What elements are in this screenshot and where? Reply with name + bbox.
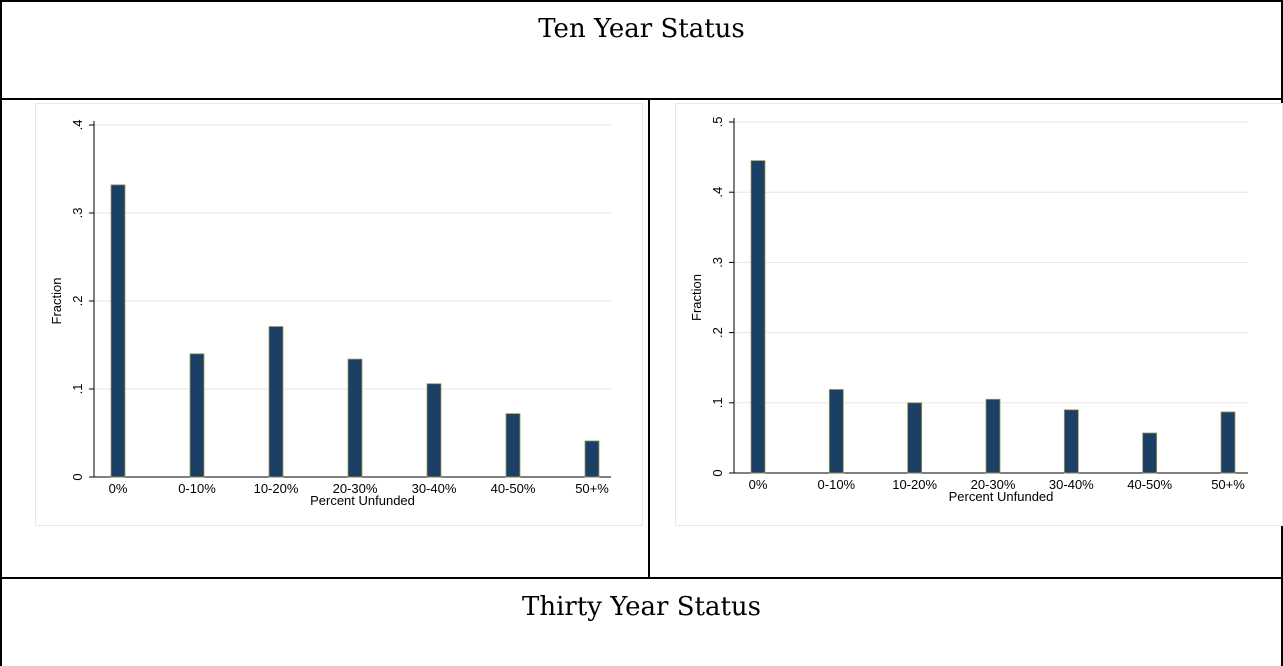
chart-frame — [675, 103, 1283, 526]
x-tick-label: 20-30% — [333, 481, 378, 496]
x-tick-label: 10-20% — [892, 477, 937, 492]
bar — [347, 358, 363, 478]
bar — [985, 398, 1001, 474]
y-tick-label: .1 — [70, 384, 85, 395]
bar — [750, 160, 766, 474]
x-axis-title: Percent Unfunded — [949, 489, 1054, 504]
x-tick-label: 10-20% — [254, 481, 299, 496]
x-tick-label: 30-40% — [412, 481, 457, 496]
x-tick-label: 30-40% — [1049, 477, 1094, 492]
y-tick-label: .2 — [70, 296, 85, 307]
y-tick-label: .4 — [70, 120, 85, 131]
x-tick-label: 50+% — [575, 481, 609, 496]
x-tick-label: 40-50% — [1127, 477, 1172, 492]
x-tick-label: 0% — [749, 477, 768, 492]
table-border-left — [0, 0, 2, 666]
bar — [1220, 411, 1236, 474]
bar — [584, 440, 600, 478]
bar — [1142, 432, 1158, 474]
table-column-divider — [648, 99, 650, 577]
chart-left: 0 .1 .2 .3 .4 0% 0-10% 10-20% 20-30% 30-40% 40-50%… — [35, 103, 643, 526]
y-tick-label: .3 — [70, 208, 85, 219]
x-tick-label: 40-50% — [491, 481, 536, 496]
bar — [426, 383, 442, 478]
y-tick-label: .5 — [710, 117, 725, 128]
bar — [268, 326, 284, 478]
y-tick-label: .2 — [710, 327, 725, 338]
x-tick-label: 50+% — [1211, 477, 1245, 492]
y-tick-label: 0 — [710, 469, 725, 476]
bar — [1063, 409, 1079, 474]
bar — [907, 402, 923, 474]
y-axis-title: Fraction — [49, 278, 64, 325]
bar — [189, 353, 205, 478]
y-axis-title: Fraction — [689, 274, 704, 321]
y-tick-label: 0 — [70, 473, 85, 480]
y-tick-label: .1 — [710, 397, 725, 408]
x-axis-title: Percent Unfunded — [310, 493, 415, 508]
x-tick-label: 0-10% — [178, 481, 216, 496]
bar — [828, 389, 844, 474]
x-tick-label: 20-30% — [971, 477, 1016, 492]
bar — [110, 184, 126, 478]
x-tick-label: 0-10% — [818, 477, 856, 492]
bar — [505, 413, 521, 478]
ten-year-status-heading: Ten Year Status — [538, 14, 745, 44]
chart-frame — [35, 103, 643, 526]
table-row-divider-2 — [0, 577, 1283, 579]
chart-right: 0 .1 .2 .3 .4 .5 0% 0-10% 10-20% 20-30% 30-40% 40-5… — [675, 103, 1283, 526]
table-row-divider-1 — [0, 98, 1283, 100]
y-tick-label: .4 — [710, 187, 725, 198]
x-tick-label: 0% — [109, 481, 128, 496]
y-tick-label: .3 — [710, 257, 725, 268]
thirty-year-status-heading: Thirty Year Status — [521, 592, 761, 622]
table-border-top — [0, 0, 1283, 2]
